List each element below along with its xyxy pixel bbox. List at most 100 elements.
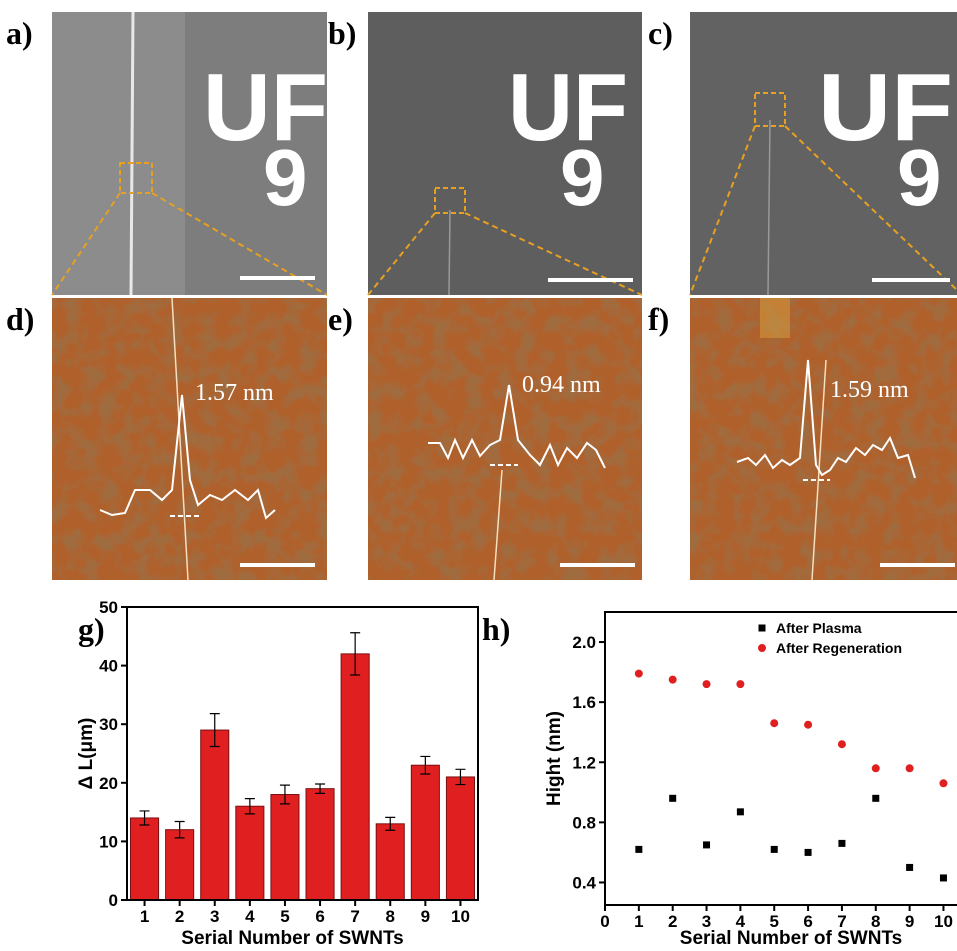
point [838, 839, 846, 847]
y-tick-label: 0.8 [572, 813, 596, 832]
y-tick-label: 10 [99, 832, 118, 851]
x-tick-label: 2 [175, 907, 184, 926]
y-tick-label: 1.6 [572, 693, 596, 712]
x-tick-label: 4 [736, 912, 746, 931]
error-bar [385, 816, 396, 831]
bar [305, 788, 335, 901]
point [804, 848, 812, 856]
y-tick-label: 0.4 [572, 873, 596, 892]
legend-label: After Plasma [776, 620, 862, 636]
afm-panel-f: 1.59 nm [690, 298, 957, 581]
x-tick-label: 2 [668, 912, 677, 931]
legend-label: After Regeneration [776, 640, 902, 656]
sem-marker: UF [508, 54, 628, 161]
point [736, 808, 744, 816]
y-tick-label: 2.0 [572, 633, 596, 652]
x-tick-label: 5 [280, 907, 289, 926]
panel-label: b) [328, 15, 356, 51]
afm-height: 0.94 nm [522, 372, 601, 398]
panel-label: a) [6, 15, 33, 51]
point [939, 779, 948, 788]
point [837, 740, 846, 749]
legend-marker [758, 644, 766, 652]
point [668, 675, 677, 684]
sem-marker: 9 [560, 133, 605, 222]
afm-height: 1.57 nm [195, 380, 274, 406]
x-tick-label: 4 [245, 907, 255, 926]
point [872, 794, 880, 802]
sem-panel-c: UF 9 [689, 12, 957, 296]
error-bar [174, 820, 185, 839]
afm-height: 1.59 nm [830, 377, 909, 403]
x-tick-label: 8 [386, 907, 395, 926]
y-tick-label: 50 [99, 598, 118, 617]
point [669, 794, 677, 802]
point [703, 841, 711, 849]
x-tick-label: 0 [600, 912, 609, 931]
panel-label: c) [648, 15, 673, 51]
y-tick-label: 20 [99, 774, 118, 793]
x-tick-label: 5 [769, 912, 778, 931]
x-tick-label: 3 [702, 912, 711, 931]
plot-frame [604, 611, 957, 906]
bar [235, 805, 265, 901]
sem-marker: UF [203, 54, 328, 161]
plot-frame [126, 606, 479, 901]
error-bar [139, 810, 150, 826]
error-bar [209, 713, 220, 748]
x-tick-label: 6 [315, 907, 324, 926]
panel-label: h) [482, 611, 510, 647]
sem-panel-a: UF 9 [51, 11, 328, 296]
point [939, 874, 947, 882]
point [770, 845, 778, 853]
afm-panel-d: 1.57 nm [52, 297, 327, 581]
error-bar [279, 784, 290, 805]
point [905, 764, 914, 773]
sem-panel-b: UF 9 [367, 12, 643, 296]
x-axis-label: Serial Number of SWNTs [181, 928, 403, 949]
point [906, 863, 914, 871]
point [871, 764, 880, 773]
x-tick-label: 6 [803, 912, 812, 931]
sem-marker: UF [818, 54, 953, 161]
error-bar [420, 755, 431, 775]
y-tick-label: 0 [109, 891, 118, 910]
error-bar [350, 632, 361, 676]
bar [445, 776, 475, 901]
x-tick-label: 7 [837, 912, 846, 931]
y-axis-label: Hight (nm) [544, 711, 565, 806]
bar [200, 729, 230, 901]
point [634, 669, 643, 678]
x-tick-label: 1 [140, 907, 149, 926]
bar [340, 653, 370, 901]
panel-label: e) [328, 301, 353, 337]
y-tick-label: 40 [99, 657, 118, 676]
x-tick-label: 10 [451, 907, 470, 926]
point [804, 720, 813, 729]
panel-label: d) [6, 301, 34, 337]
point [770, 719, 779, 728]
bar [165, 829, 195, 901]
x-tick-label: 9 [905, 912, 914, 931]
bar [130, 817, 160, 901]
x-tick-label: 3 [210, 907, 219, 926]
y-axis-label: Δ L(μm) [76, 718, 97, 790]
error-bar [244, 798, 255, 815]
error-bar [455, 768, 466, 786]
point [736, 680, 745, 689]
point [635, 845, 643, 853]
bar [410, 764, 440, 901]
error-bar [315, 783, 326, 794]
legend-marker [758, 624, 766, 632]
bar [375, 823, 405, 901]
x-axis-label: Serial Number of SWNTs [680, 928, 902, 949]
x-tick-label: 9 [421, 907, 430, 926]
x-tick-label: 10 [934, 912, 953, 931]
x-tick-label: 7 [350, 907, 359, 926]
sem-marker: 9 [263, 133, 308, 222]
x-tick-label: 8 [871, 912, 880, 931]
bar [270, 794, 300, 901]
afm-panel-e: 0.94 nm [368, 298, 642, 581]
